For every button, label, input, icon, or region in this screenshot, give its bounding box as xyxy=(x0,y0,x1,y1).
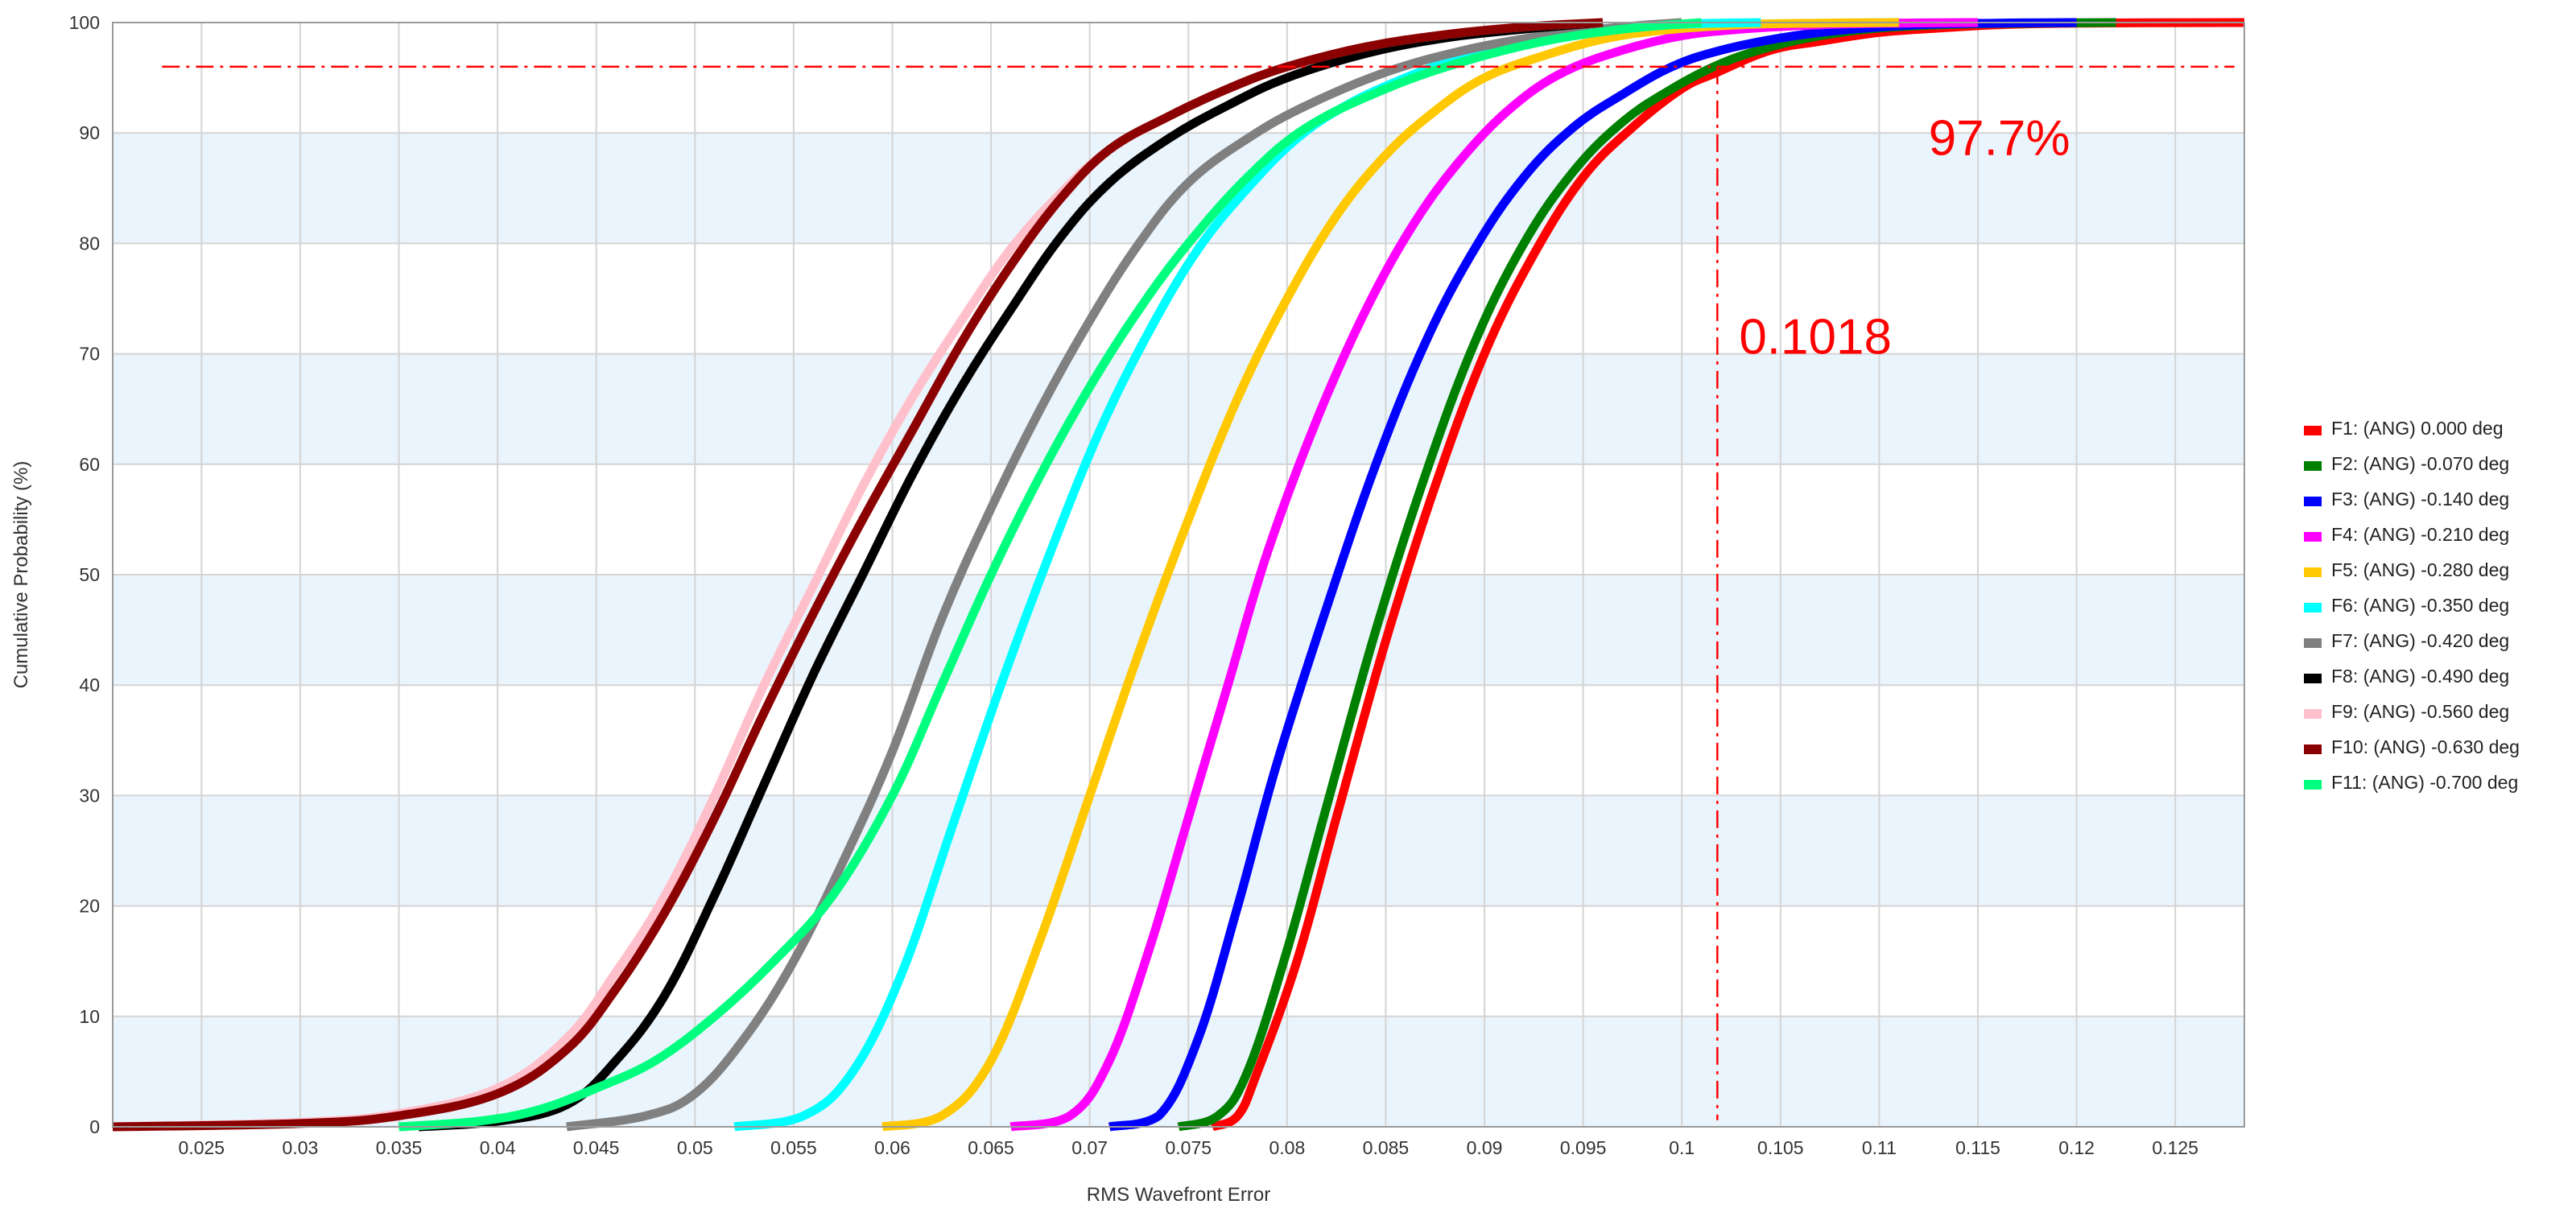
legend-swatch xyxy=(2304,674,2322,683)
x-tick-label: 0.03 xyxy=(283,1137,319,1158)
legend-label: F6: (ANG) -0.350 deg xyxy=(2331,595,2509,616)
legend-swatch xyxy=(2304,780,2322,790)
x-tick-label: 0.04 xyxy=(480,1137,516,1158)
x-tick-label: 0.1 xyxy=(1669,1137,1695,1158)
x-tick-label: 0.105 xyxy=(1757,1137,1804,1158)
legend-label: F1: (ANG) 0.000 deg xyxy=(2331,418,2504,439)
x-tick-label: 0.075 xyxy=(1165,1137,1212,1158)
grid-lines xyxy=(113,22,2244,1128)
background-band xyxy=(113,575,2244,686)
legend-label: F5: (ANG) -0.280 deg xyxy=(2331,559,2509,580)
legend-swatch xyxy=(2304,567,2322,577)
legend-swatch xyxy=(2304,603,2322,612)
series-line-f4 xyxy=(1009,18,1979,1132)
legend-swatch xyxy=(2304,461,2322,471)
x-tick-label: 0.07 xyxy=(1071,1137,1108,1158)
x-tick-label: 0.035 xyxy=(376,1137,423,1158)
background-band xyxy=(113,353,2244,464)
legend-swatch xyxy=(2304,532,2322,542)
x-tick-label: 0.12 xyxy=(2058,1137,2095,1158)
x-tick-label: 0.095 xyxy=(1560,1137,1607,1158)
x-tick-label: 0.11 xyxy=(1862,1137,1897,1158)
x-tick-label: 0.08 xyxy=(1269,1137,1305,1158)
reference-lines xyxy=(162,65,2235,1120)
legend-swatch xyxy=(2304,497,2322,506)
y-tick-label: 20 xyxy=(79,896,100,917)
series-line-f7 xyxy=(566,18,1682,1132)
y-tick-label: 70 xyxy=(79,344,100,365)
x-tick-label: 0.055 xyxy=(770,1137,817,1158)
annotation-label: 0.1018 xyxy=(1739,310,1892,365)
y-tick-label: 10 xyxy=(79,1006,100,1027)
legend-label: F8: (ANG) -0.490 deg xyxy=(2331,666,2509,687)
y-tick-label: 50 xyxy=(79,564,100,585)
legend-label: F4: (ANG) -0.210 deg xyxy=(2331,524,2509,545)
x-tick-label: 0.05 xyxy=(677,1137,713,1158)
y-tick-label: 100 xyxy=(69,12,100,33)
y-tick-label: 0 xyxy=(89,1116,100,1137)
x-tick-label: 0.045 xyxy=(573,1137,620,1158)
legend-label: F10: (ANG) -0.630 deg xyxy=(2331,736,2520,757)
legend-label: F2: (ANG) -0.070 deg xyxy=(2331,453,2509,474)
legend-label: F3: (ANG) -0.140 deg xyxy=(2331,489,2509,509)
series-line-f3 xyxy=(1108,18,2077,1132)
plot-frame xyxy=(112,22,2245,1128)
series-line-f11 xyxy=(398,18,1703,1132)
legend-swatch xyxy=(2304,709,2322,719)
y-axis-label: Cumulative Probability (%) xyxy=(10,461,32,689)
series-line-f8 xyxy=(418,18,1604,1132)
x-tick-labels: 0.025 0.03 0.035 0.04 0.045 0.05 0.055 0.06 0.06… xyxy=(179,1137,2198,1158)
legend-label: F11: (ANG) -0.700 deg xyxy=(2331,772,2518,793)
legend-swatch xyxy=(2304,744,2322,754)
background-band xyxy=(113,1016,2244,1127)
x-tick-label: 0.025 xyxy=(179,1137,225,1158)
x-tick-label: 0.09 xyxy=(1467,1137,1503,1158)
x-tick-label: 0.065 xyxy=(968,1137,1014,1158)
legend-label: F7: (ANG) -0.420 deg xyxy=(2331,630,2509,651)
y-tick-label: 60 xyxy=(79,454,100,475)
annotations: 97.7% 0.1018 xyxy=(1739,111,2070,365)
y-tick-label: 90 xyxy=(79,122,100,143)
x-tick-label: 0.125 xyxy=(2152,1137,2198,1158)
annotation-label: 97.7% xyxy=(1929,111,2070,167)
legend-label: F9: (ANG) -0.560 deg xyxy=(2331,701,2509,722)
x-axis-label: RMS Wavefront Error xyxy=(1087,1184,1270,1206)
y-tick-labels: 0 10 20 30 40 50 60 70 80 90 100 xyxy=(69,12,100,1137)
y-tick-label: 80 xyxy=(79,233,100,254)
y-tick-label: 40 xyxy=(79,674,100,695)
x-tick-label: 0.115 xyxy=(1955,1137,2000,1158)
x-tick-label: 0.085 xyxy=(1363,1137,1410,1158)
legend: F1: (ANG) 0.000 deg F2: (ANG) -0.070 deg F… xyxy=(2304,418,2520,793)
legend-swatch xyxy=(2304,638,2322,648)
legend-swatch xyxy=(2304,426,2322,435)
series-line-f5 xyxy=(881,18,1899,1132)
y-tick-label: 30 xyxy=(79,785,100,806)
x-tick-label: 0.06 xyxy=(874,1137,910,1158)
